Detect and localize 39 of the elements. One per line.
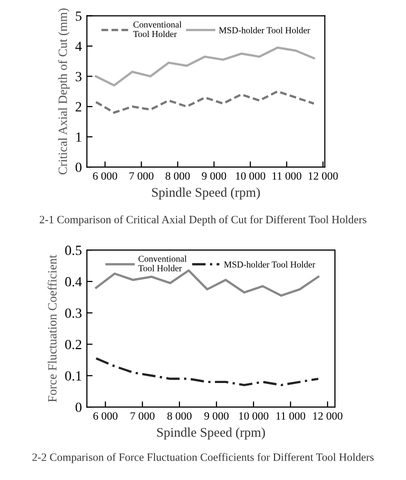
y-tick-label: 0 <box>76 402 82 412</box>
y-tick-label: 0 <box>76 162 82 172</box>
y-tick-label: 0.1 <box>65 371 82 381</box>
legend-label: Conventional Tool Holder <box>138 255 187 272</box>
x-axis-title: Spindle Speed (rpm) <box>152 188 260 200</box>
x-tick-label: 6 000 <box>93 172 118 180</box>
x-tick-label: 9 000 <box>204 412 229 420</box>
y-tick-label: 1 <box>76 132 82 142</box>
text: 2-2 Comparison of Force Fluctuation Coefficients for Different Tool Holders <box>32 452 374 464</box>
x-tick-label: 11 000 <box>272 172 302 180</box>
x-tick-label: 9 000 <box>202 172 226 180</box>
x-tick-label: 7 000 <box>130 172 154 180</box>
line-series <box>94 90 316 114</box>
x-tick-label: 10 000 <box>236 172 266 180</box>
legend-label: MSD-holder Tool Holder <box>218 26 310 34</box>
y-tick-label: 0.5 <box>65 246 82 256</box>
line-series <box>95 357 320 386</box>
y-axis-title: Critical Axial Depth of Cut (mm) <box>58 8 70 174</box>
y-tick-label: 0.3 <box>65 308 82 318</box>
y-tick-label: 4 <box>75 42 82 51</box>
text: 2-1 Comparison of Critical Axial Depth of Cut for Different Tool Holders <box>40 215 366 226</box>
legend-label: Conventional Tool Holder <box>133 21 182 38</box>
x-tick-label: 12 000 <box>313 412 342 420</box>
y-tick-label: 0.2 <box>65 340 82 350</box>
x-tick-label: 12 000 <box>308 172 338 180</box>
y-tick-label: 2 <box>76 102 82 112</box>
x-tick-label: 8 000 <box>166 172 190 180</box>
x-tick-label: 7 000 <box>130 412 154 420</box>
y-tick-label: 5 <box>76 12 82 21</box>
x-tick-label: 8 000 <box>167 412 192 420</box>
x-tick-label: 6 000 <box>93 412 118 420</box>
legend-label: MSD-holder Tool Holder <box>224 261 316 268</box>
x-tick-label: 10 000 <box>239 412 268 420</box>
line-series <box>94 46 316 86</box>
y-tick-label: 3 <box>76 72 82 82</box>
x-axis-title: Spindle Speed (rpm) <box>157 428 265 440</box>
y-axis-title: Force Fluctuation Coefficient <box>48 254 57 402</box>
y-tick-label: 0.4 <box>65 277 82 286</box>
x-tick-label: 11 000 <box>276 412 306 420</box>
